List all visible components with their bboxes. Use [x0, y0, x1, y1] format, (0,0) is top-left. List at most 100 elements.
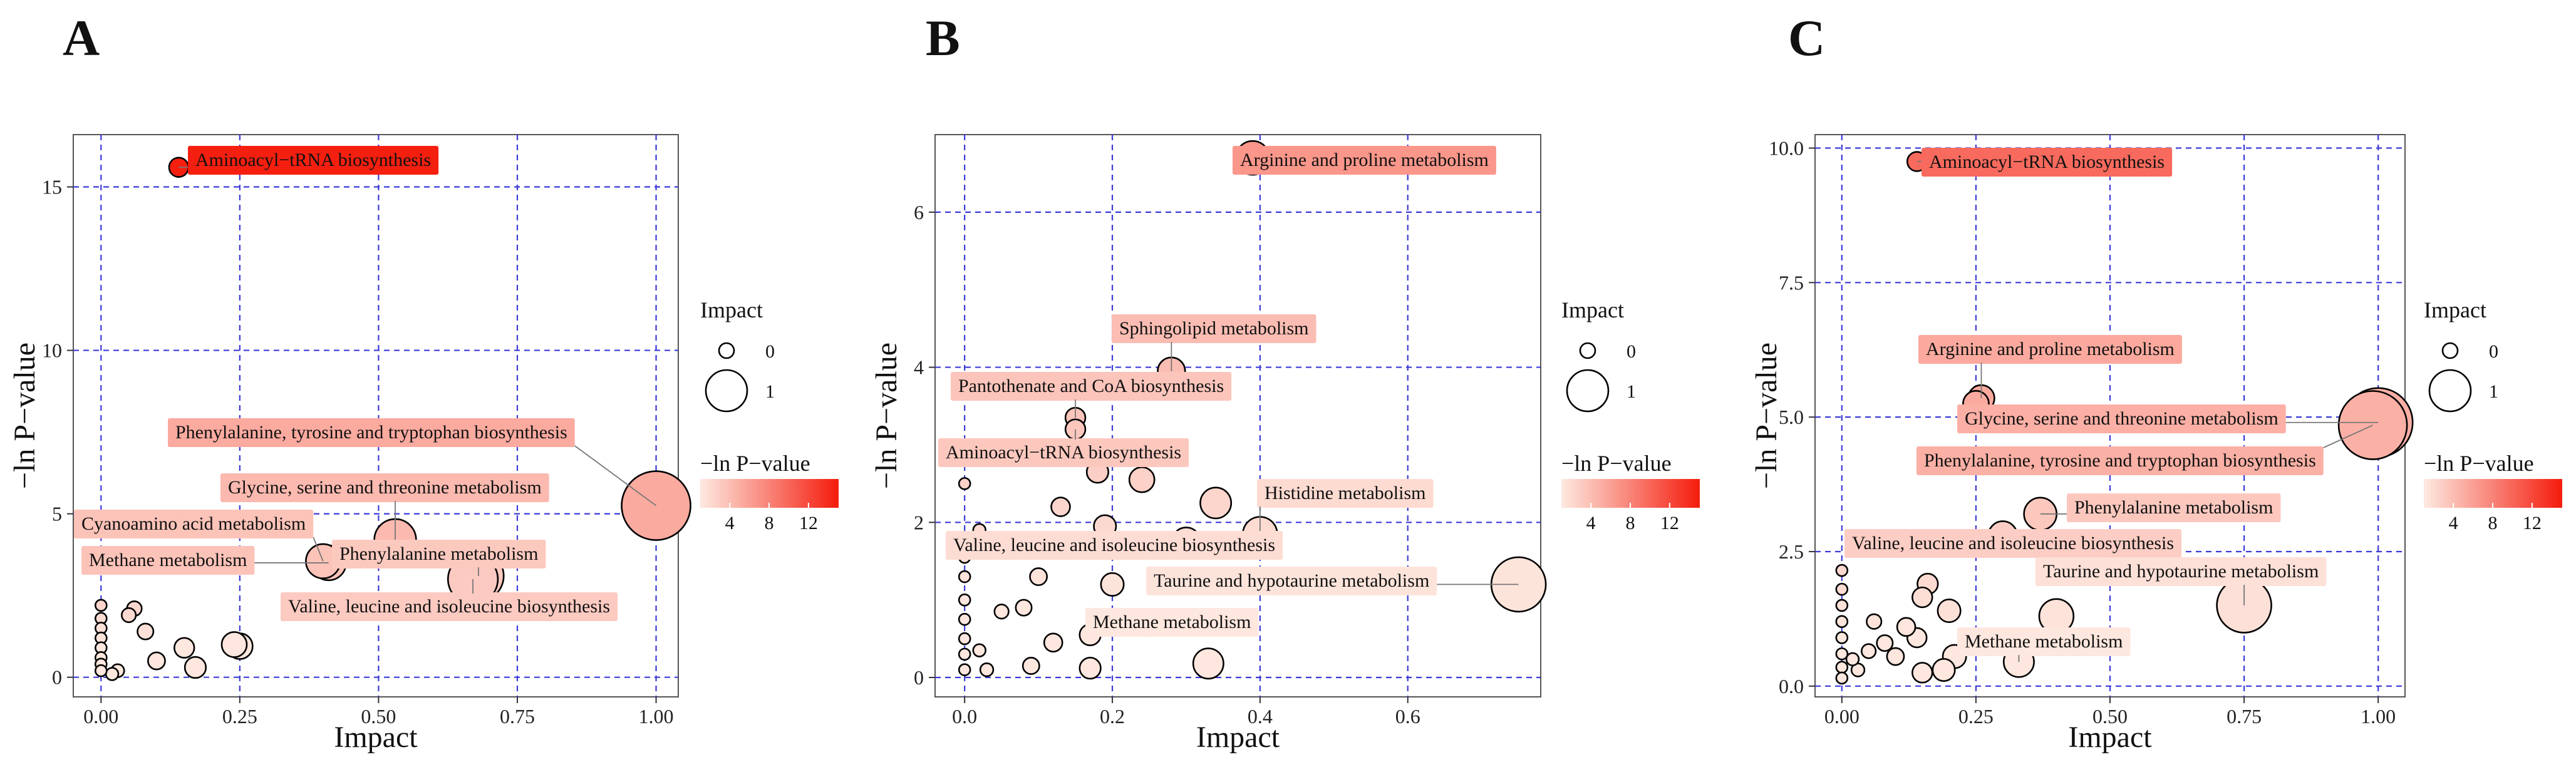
scatter-point — [993, 604, 1010, 620]
color-legend-swatch — [1695, 479, 1700, 508]
size-legend-label: 0 — [1627, 341, 1636, 362]
y-tick-label: 0.0 — [1779, 675, 1804, 697]
color-legend-swatch — [728, 479, 732, 508]
x-tick-label: 0.4 — [1248, 705, 1273, 728]
scatter-point — [1835, 631, 1849, 644]
scatter-point — [1835, 671, 1849, 685]
color-legend-swatch — [807, 479, 811, 508]
color-legend-swatch — [1672, 479, 1676, 508]
point-label: Valine, leucine and isoleucine biosynthe… — [1852, 533, 2174, 553]
color-legend-swatch — [745, 479, 749, 508]
y-axis-title: −ln P−value — [8, 342, 41, 489]
scatter-point — [1866, 613, 1883, 630]
point-label: Taurine and hypotaurine metabolism — [1154, 570, 1429, 591]
size-legend-label: 1 — [2489, 381, 2498, 402]
color-legend-swatch — [714, 479, 718, 508]
color-legend-swatch — [765, 479, 770, 508]
color-legend-swatch — [779, 479, 784, 508]
color-legend-swatch — [724, 479, 728, 508]
color-legend-swatch — [1644, 479, 1648, 508]
color-legend-swatch — [1565, 479, 1569, 508]
color-legend-swatch — [721, 479, 725, 508]
color-legend-swatch — [1668, 479, 1672, 508]
label-box — [188, 146, 439, 175]
size-legend-title: Impact — [700, 297, 763, 322]
x-tick-label: 0.25 — [1958, 705, 1994, 728]
scatter-point — [220, 631, 248, 658]
color-legend-swatch — [2444, 479, 2449, 508]
color-legend-swatch — [824, 479, 829, 508]
point-label: Phenylalanine metabolism — [339, 543, 538, 564]
size-legend-circle — [1566, 369, 1610, 413]
y-tick-label: 15 — [42, 176, 62, 198]
panel-letter: B — [926, 9, 960, 66]
color-legend-swatch — [2541, 479, 2545, 508]
scatter-point — [1192, 647, 1224, 680]
scatter-point — [1911, 662, 1933, 684]
color-legend-label: 4 — [1586, 513, 1596, 533]
plot-frame — [934, 134, 1541, 697]
color-legend-swatch — [1616, 479, 1621, 508]
color-legend-swatch — [1661, 479, 1665, 508]
color-legend-swatch — [738, 479, 742, 508]
label-box — [1257, 479, 1434, 508]
color-legend-swatch — [2479, 479, 2483, 508]
label-box — [332, 540, 546, 569]
scatter-point — [1015, 599, 1033, 617]
label-box — [81, 546, 255, 575]
color-legend-swatch — [2465, 479, 2470, 508]
scatter-point — [1079, 657, 1102, 680]
color-legend-swatch — [2458, 479, 2463, 508]
scatter-point — [184, 656, 207, 679]
size-legend-title: Impact — [2424, 297, 2486, 322]
point-label: Arginine and proline metabolism — [1240, 150, 1489, 170]
color-legend-swatch — [800, 479, 804, 508]
color-legend-swatch — [2506, 479, 2511, 508]
scatter-point — [137, 622, 155, 641]
color-legend-title: −ln P−value — [700, 451, 810, 476]
scatter-point — [1845, 652, 1860, 667]
label-box — [1916, 446, 2324, 475]
label-box — [1085, 608, 1259, 637]
x-tick-label: 0.00 — [1824, 705, 1860, 728]
color-legend-swatch — [2555, 479, 2559, 508]
label-box — [946, 531, 1283, 560]
point-label: Valine, leucine and isoleucine biosynthe… — [953, 535, 1275, 555]
color-legend-swatch — [834, 479, 839, 508]
label-box — [2067, 493, 2281, 522]
color-legend-swatch — [772, 479, 777, 508]
color-legend-swatch — [1585, 479, 1590, 508]
color-legend-swatch — [1561, 479, 1566, 508]
color-legend-label: 8 — [1626, 513, 1635, 533]
color-legend-swatch — [755, 479, 760, 508]
color-legend-swatch — [2510, 479, 2514, 508]
color-legend-swatch — [1685, 479, 1690, 508]
scatter-point — [105, 667, 120, 681]
point-label: Methane metabolism — [89, 550, 247, 570]
y-tick-label: 2 — [914, 511, 924, 533]
color-legend-swatch — [1665, 479, 1669, 508]
color-legend-swatch — [1620, 479, 1624, 508]
color-legend-swatch — [1682, 479, 1686, 508]
y-tick-label: 5.0 — [1779, 406, 1804, 428]
color-legend-swatch — [1692, 479, 1697, 508]
scatter-point — [958, 612, 971, 626]
color-legend-swatch — [2431, 479, 2435, 508]
x-tick-label: 0.50 — [2092, 705, 2128, 728]
color-legend-swatch — [703, 479, 708, 508]
color-legend-swatch — [1675, 479, 1679, 508]
color-legend-swatch — [831, 479, 835, 508]
label-box — [1957, 627, 2131, 656]
scatter-point — [1937, 599, 1962, 624]
color-legend-swatch — [1603, 479, 1607, 508]
color-legend-swatch — [1627, 479, 1631, 508]
scatter-point — [1050, 497, 1071, 517]
scatter-point — [95, 599, 108, 612]
color-legend-swatch — [1651, 479, 1655, 508]
color-legend-swatch — [786, 479, 790, 508]
color-legend-swatch — [1582, 479, 1586, 508]
point-label: Taurine and hypotaurine metabolism — [2043, 561, 2319, 582]
color-legend-swatch — [752, 479, 756, 508]
color-legend-swatch — [2513, 479, 2518, 508]
